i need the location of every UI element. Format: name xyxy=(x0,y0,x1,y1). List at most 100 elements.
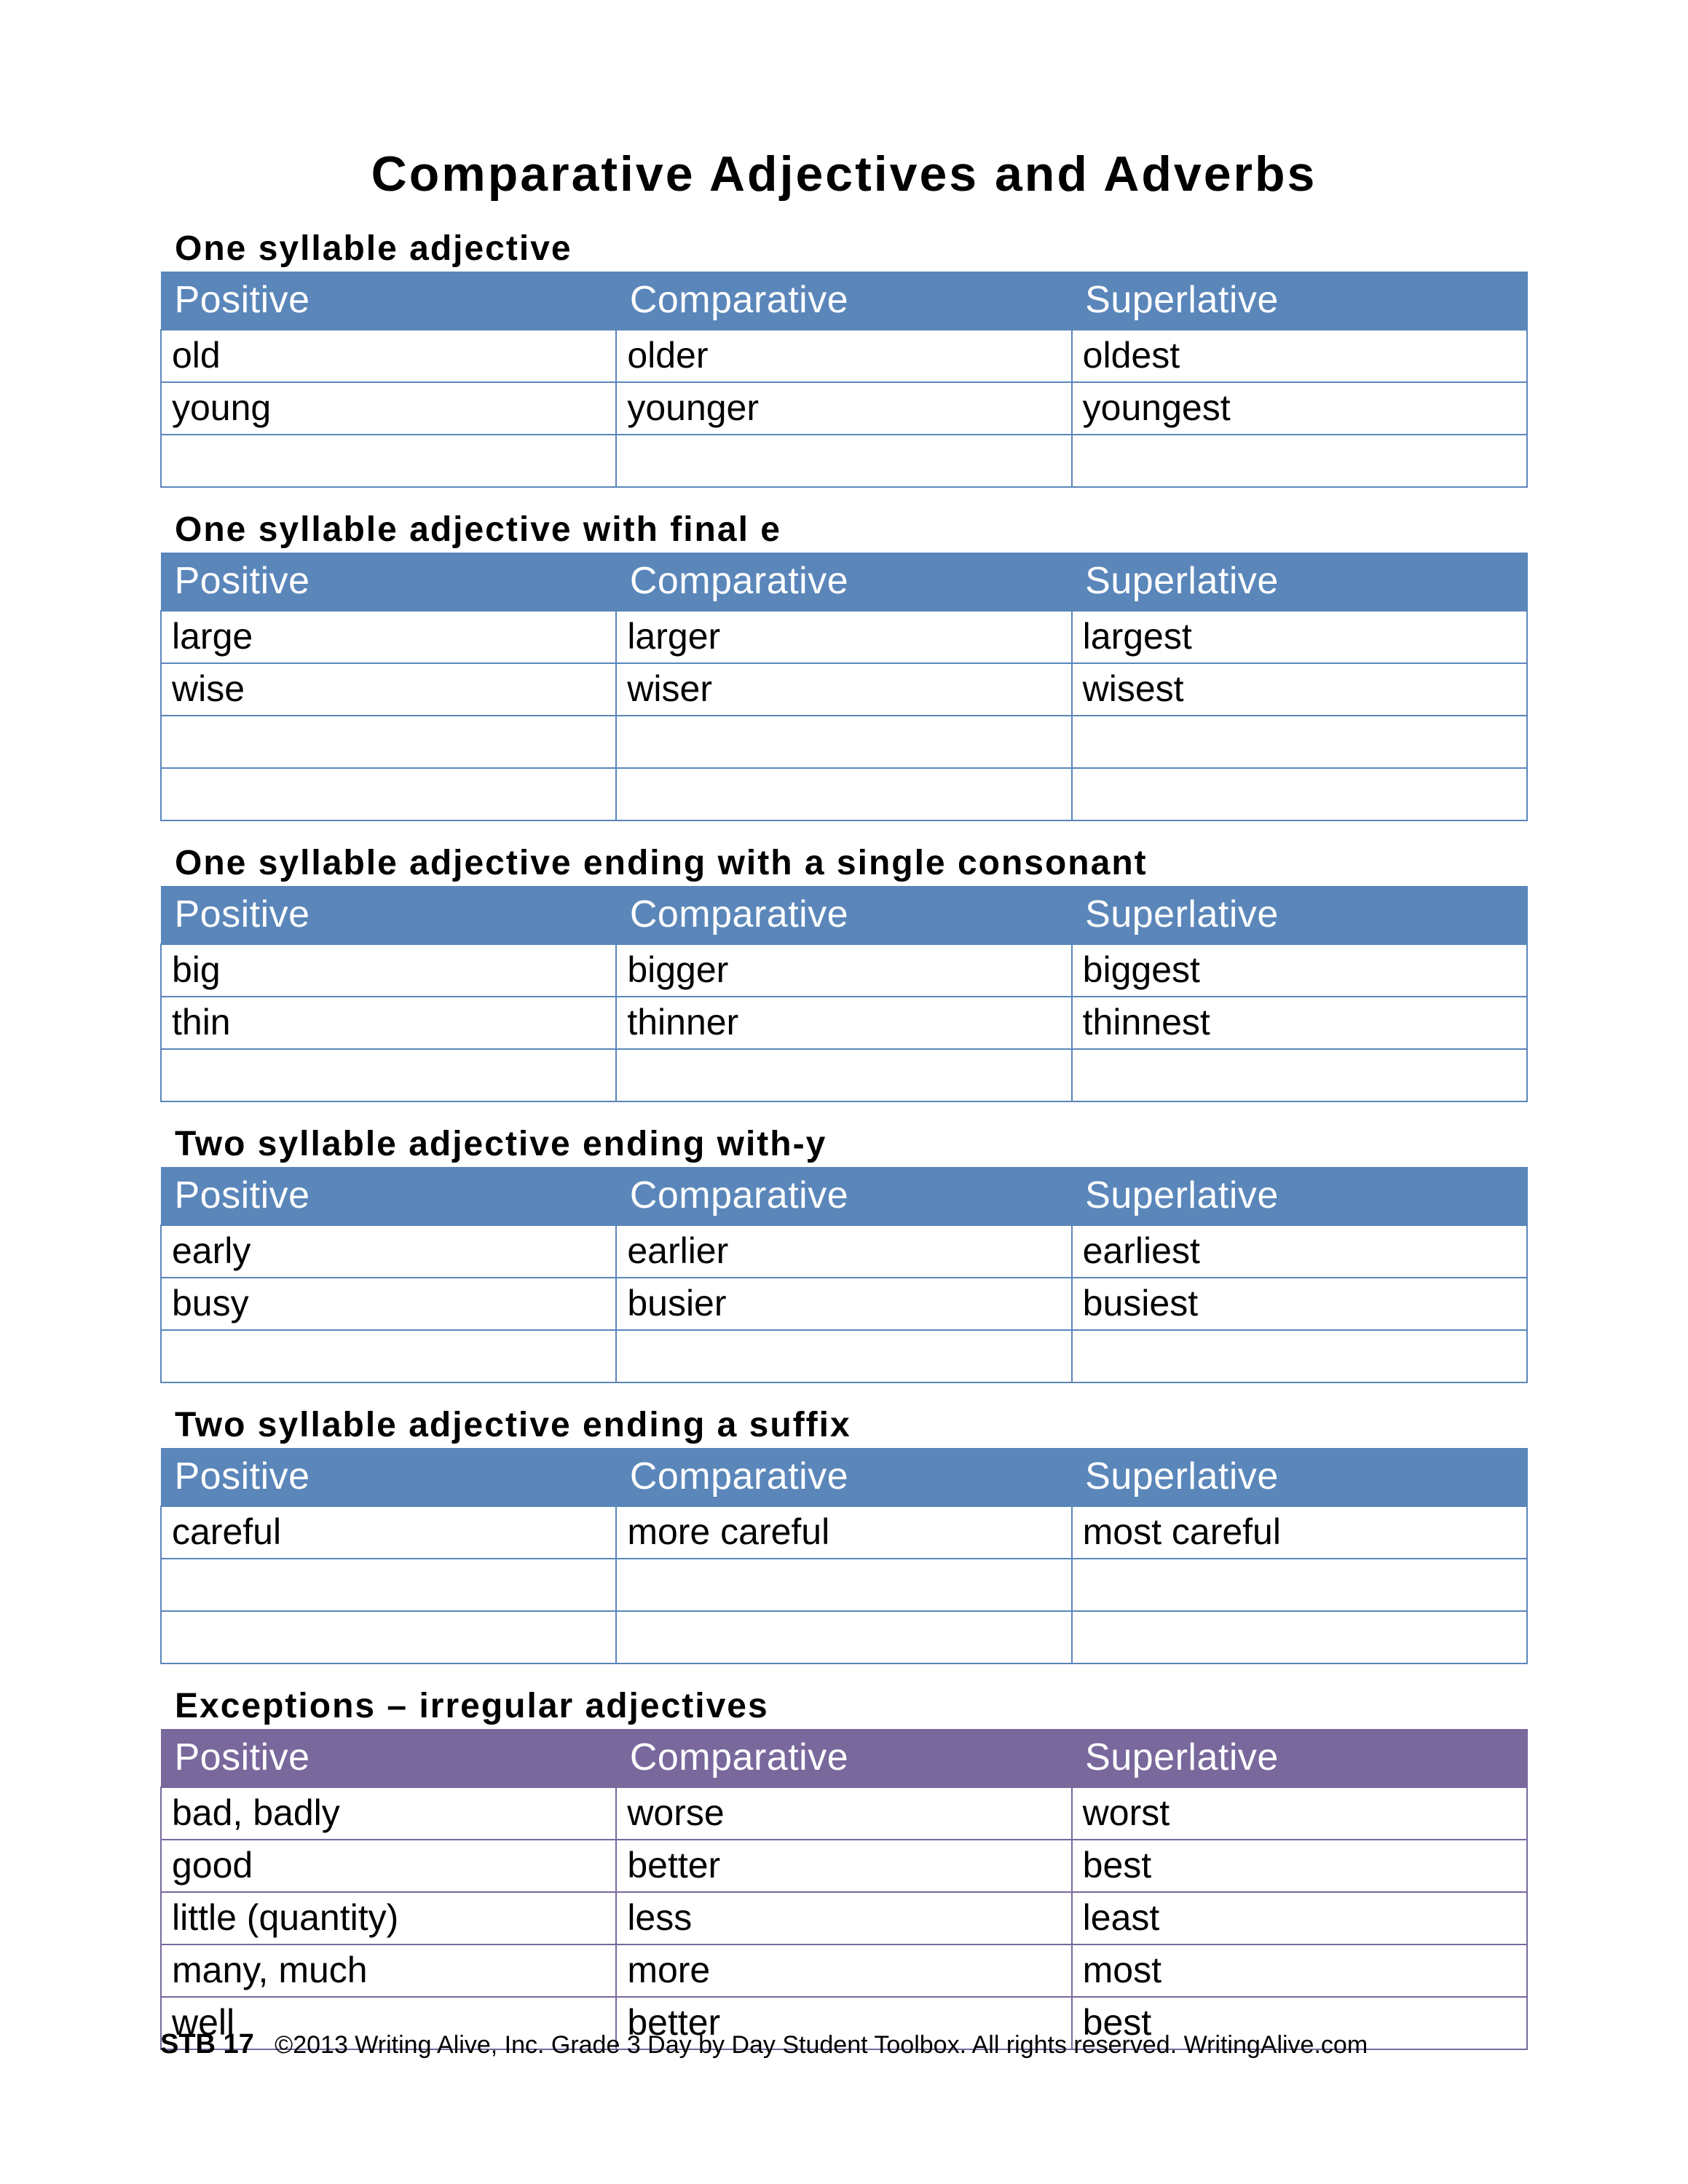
cell-comparative: better xyxy=(616,1840,1071,1892)
cell-comparative xyxy=(616,1330,1071,1382)
grammar-table: PositiveComparativeSuperlative bigbiggerb… xyxy=(160,886,1528,1102)
worksheet-page: Comparative Adjectives and Adverbs One s… xyxy=(0,0,1688,2184)
cell-superlative xyxy=(1072,435,1527,487)
table-row xyxy=(161,435,1527,487)
column-header-positive: Positive xyxy=(161,272,616,331)
cell-superlative xyxy=(1072,768,1527,820)
cell-comparative: more xyxy=(616,1944,1071,1997)
grammar-table: PositiveComparativeSuperlativeoldolderol… xyxy=(160,272,1528,488)
cell-positive: early xyxy=(161,1225,616,1278)
grammar-table: PositiveComparativeSuperlativebad, badly… xyxy=(160,1729,1528,2050)
column-header-comparative: Comparative xyxy=(616,272,1071,331)
cell-positive xyxy=(161,768,616,820)
cell-positive: large xyxy=(161,611,616,663)
column-header-comparative: Comparative xyxy=(616,887,1071,945)
cell-comparative xyxy=(616,1611,1071,1663)
cell-superlative xyxy=(1072,1330,1527,1382)
cell-superlative: largest xyxy=(1072,611,1527,663)
table-row xyxy=(161,716,1527,768)
table-row: little (quantity)lessleast xyxy=(161,1892,1527,1944)
column-header-superlative: Superlative xyxy=(1072,887,1527,945)
table-row xyxy=(161,1330,1527,1382)
section-label: Two syllable adjective ending with-y xyxy=(160,1120,1528,1167)
footer-rest: ©2013 Writing Alive, Inc. Grade 3 Day by… xyxy=(275,2031,1368,2059)
cell-comparative: wiser xyxy=(616,663,1071,716)
cell-superlative: earliest xyxy=(1072,1225,1527,1278)
section-label: Exceptions – irregular adjectives xyxy=(160,1682,1528,1729)
section-label: One syllable adjective ending with a sin… xyxy=(160,839,1528,886)
cell-positive: young xyxy=(161,382,616,435)
table-row: wisewiserwisest xyxy=(161,663,1527,716)
cell-positive: big xyxy=(161,944,616,997)
cell-positive: wise xyxy=(161,663,616,716)
cell-positive xyxy=(161,435,616,487)
cell-superlative: biggest xyxy=(1072,944,1527,997)
table-row: carefulmore carefulmost careful xyxy=(161,1506,1527,1559)
column-header-positive: Positive xyxy=(161,553,616,612)
cell-positive: little (quantity) xyxy=(161,1892,616,1944)
cell-positive xyxy=(161,1049,616,1101)
column-header-positive: Positive xyxy=(161,887,616,945)
table-row: thinthinnerthinnest xyxy=(161,997,1527,1049)
column-header-comparative: Comparative xyxy=(616,1168,1071,1226)
table-row: oldolderoldest xyxy=(161,330,1527,382)
cell-superlative: thinnest xyxy=(1072,997,1527,1049)
cell-comparative xyxy=(616,1559,1071,1611)
column-header-superlative: Superlative xyxy=(1072,1730,1527,1788)
cell-superlative xyxy=(1072,1611,1527,1663)
column-header-superlative: Superlative xyxy=(1072,1168,1527,1226)
table-row xyxy=(161,1559,1527,1611)
cell-comparative: thinner xyxy=(616,997,1071,1049)
cell-comparative: older xyxy=(616,330,1071,382)
cell-superlative: youngest xyxy=(1072,382,1527,435)
table-row: many, muchmoremost xyxy=(161,1944,1527,1997)
page-title: Comparative Adjectives and Adverbs xyxy=(160,146,1528,202)
cell-comparative: larger xyxy=(616,611,1071,663)
cell-positive: old xyxy=(161,330,616,382)
column-header-comparative: Comparative xyxy=(616,553,1071,612)
table-row xyxy=(161,1049,1527,1101)
cell-superlative: best xyxy=(1072,1840,1527,1892)
cell-positive: careful xyxy=(161,1506,616,1559)
cell-superlative: worst xyxy=(1072,1787,1527,1840)
table-row: bad, badlyworseworst xyxy=(161,1787,1527,1840)
cell-superlative xyxy=(1072,716,1527,768)
column-header-positive: Positive xyxy=(161,1449,616,1507)
grammar-table: PositiveComparativeSuperlativelargelarge… xyxy=(160,553,1528,821)
column-header-comparative: Comparative xyxy=(616,1449,1071,1507)
cell-positive xyxy=(161,716,616,768)
footer-stb: STB 17 xyxy=(160,2029,254,2060)
grammar-table: PositiveComparativeSuperlativeearlyearli… xyxy=(160,1167,1528,1383)
cell-comparative: younger xyxy=(616,382,1071,435)
cell-positive: busy xyxy=(161,1278,616,1330)
column-header-superlative: Superlative xyxy=(1072,272,1527,331)
cell-comparative: less xyxy=(616,1892,1071,1944)
cell-comparative: more careful xyxy=(616,1506,1071,1559)
cell-positive xyxy=(161,1559,616,1611)
cell-comparative: earlier xyxy=(616,1225,1071,1278)
cell-positive: bad, badly xyxy=(161,1787,616,1840)
table-row: youngyoungeryoungest xyxy=(161,382,1527,435)
cell-comparative xyxy=(616,1049,1071,1101)
cell-positive xyxy=(161,1330,616,1382)
cell-comparative xyxy=(616,768,1071,820)
section-label: One syllable adjective xyxy=(160,224,1528,272)
column-header-superlative: Superlative xyxy=(1072,553,1527,612)
cell-positive: good xyxy=(161,1840,616,1892)
table-row xyxy=(161,1611,1527,1663)
cell-positive: thin xyxy=(161,997,616,1049)
column-header-comparative: Comparative xyxy=(616,1730,1071,1788)
column-header-superlative: Superlative xyxy=(1072,1449,1527,1507)
column-header-positive: Positive xyxy=(161,1730,616,1788)
cell-comparative: worse xyxy=(616,1787,1071,1840)
cell-comparative xyxy=(616,435,1071,487)
cell-comparative: bigger xyxy=(616,944,1071,997)
table-row: earlyearlierearliest xyxy=(161,1225,1527,1278)
cell-superlative: least xyxy=(1072,1892,1527,1944)
cell-comparative xyxy=(616,716,1071,768)
grammar-table: PositiveComparativeSuperlativecarefulmor… xyxy=(160,1448,1528,1664)
cell-superlative: oldest xyxy=(1072,330,1527,382)
section-label: One syllable adjective with final e xyxy=(160,505,1528,553)
cell-comparative: busier xyxy=(616,1278,1071,1330)
cell-superlative xyxy=(1072,1049,1527,1101)
